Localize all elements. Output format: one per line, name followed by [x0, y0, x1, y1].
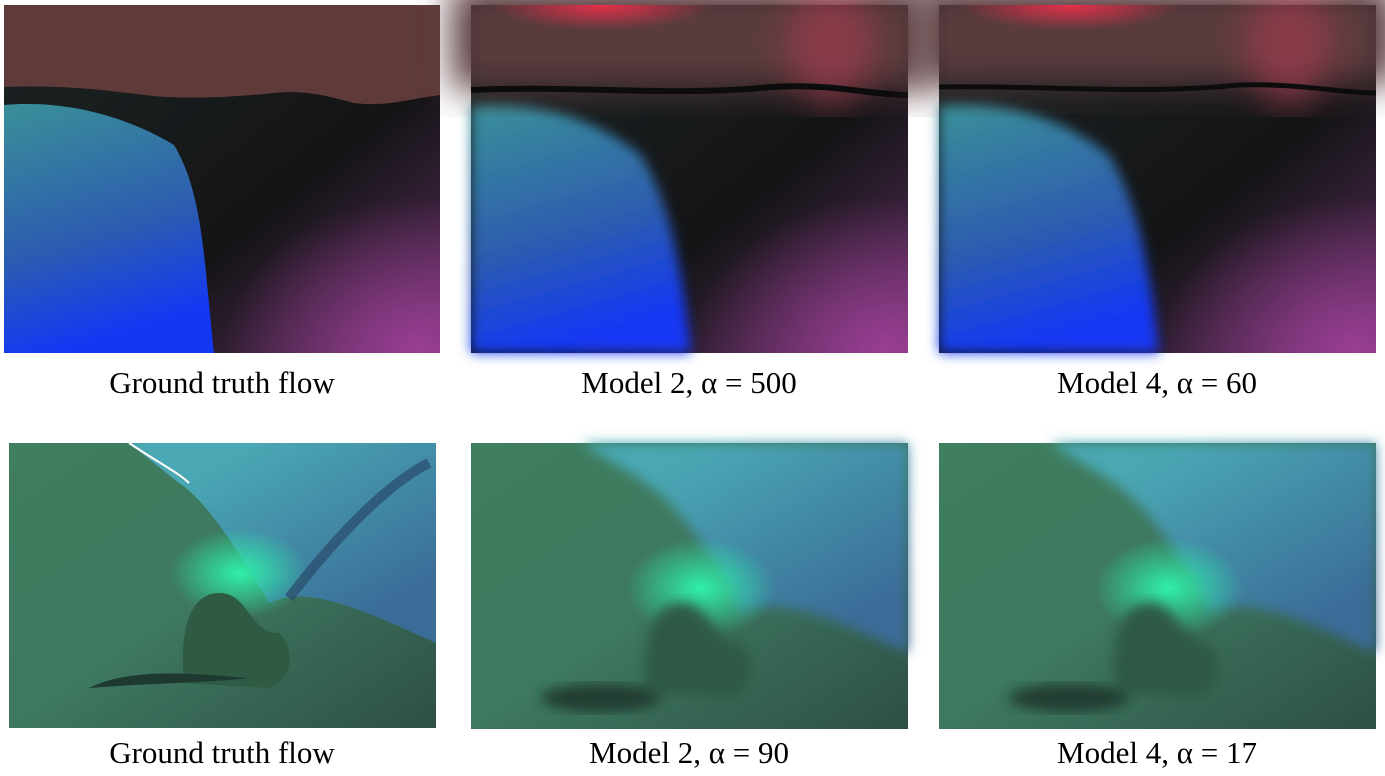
flow-image [471, 443, 908, 729]
caption: Ground truth flow [109, 365, 335, 400]
flow-image [919, 0, 1385, 353]
caption: Model 2, α = 90 [589, 735, 789, 770]
flow-image [4, 5, 440, 353]
figure: Ground truth flow Model 2, α = 500 Model… [0, 0, 1385, 776]
caption: Model 2, α = 500 [581, 365, 796, 400]
caption: Model 4, α = 60 [1057, 365, 1257, 400]
flow-image [939, 443, 1376, 729]
caption: Ground truth flow [109, 735, 335, 770]
flow-image [451, 0, 928, 353]
flow-image [9, 443, 436, 728]
caption: Model 4, α = 17 [1057, 735, 1257, 770]
